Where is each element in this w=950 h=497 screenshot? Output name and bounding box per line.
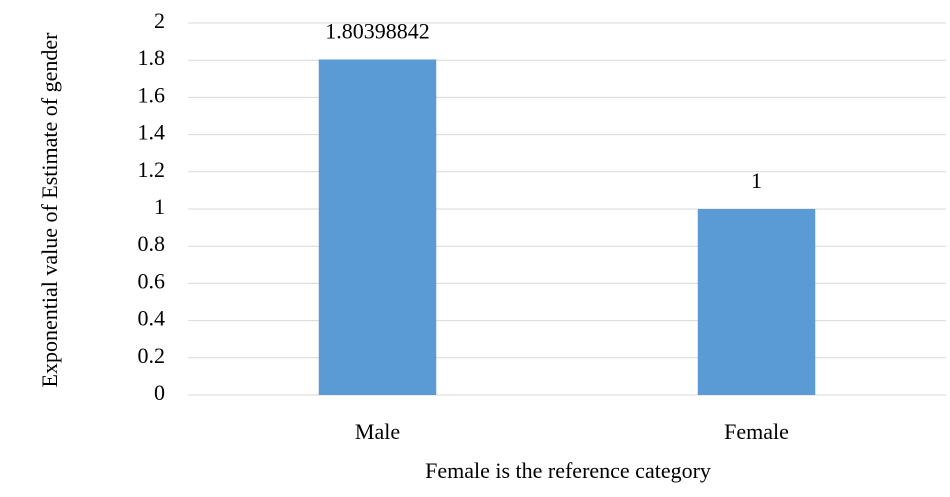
data-label: 1.80398842: [325, 19, 430, 44]
y-tick-label: 1.6: [138, 82, 166, 107]
bar: [318, 59, 437, 395]
y-tick-label: 0.6: [138, 268, 166, 293]
x-tick-label: Female: [724, 419, 789, 444]
data-label: 1: [751, 168, 762, 193]
bar: [697, 209, 816, 395]
y-tick-label: 1: [154, 194, 165, 219]
y-tick-label: 2: [154, 8, 165, 33]
y-tick-label: 1.4: [138, 120, 166, 145]
y-tick-label: 1.2: [138, 157, 166, 182]
x-axis-title: Female is the reference category: [425, 458, 711, 483]
y-tick-label: 0: [154, 380, 165, 405]
y-axis-title: Exponential value of Estimate of gender: [37, 32, 62, 388]
y-tick-label: 0.4: [138, 306, 166, 331]
y-tick-label: 0.2: [138, 343, 166, 368]
y-tick-label: 1.8: [138, 45, 166, 70]
y-tick-label: 0.8: [138, 231, 166, 256]
x-tick-label: Male: [355, 419, 400, 444]
